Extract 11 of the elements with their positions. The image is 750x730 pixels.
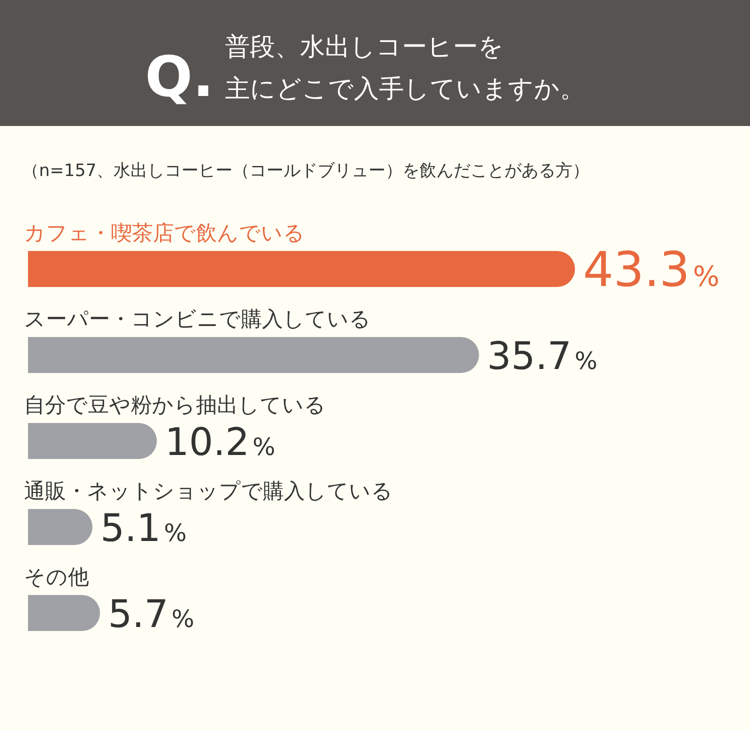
- data-label: 5.1%: [100, 506, 187, 550]
- data-label: 5.7%: [108, 592, 194, 636]
- data-label: 35.7%: [486, 334, 598, 378]
- y-tick-label: カフェ・喫茶店で飲んでいる: [24, 221, 305, 245]
- y-tick-label: 自分で豆や粉から抽出している: [24, 393, 326, 417]
- y-tick-label: その他: [24, 565, 89, 589]
- data-label: 10.2%: [164, 420, 276, 464]
- chart-subtitle: （n=157、水出しコーヒー（コールドブリュー）を飲んだことがある方）: [22, 161, 590, 181]
- data-label: 43.3%: [583, 242, 720, 298]
- y-tick-label: 通販・ネットショップで購入している: [24, 479, 393, 503]
- y-tick-label: スーパー・コンビニで購入している: [24, 307, 371, 331]
